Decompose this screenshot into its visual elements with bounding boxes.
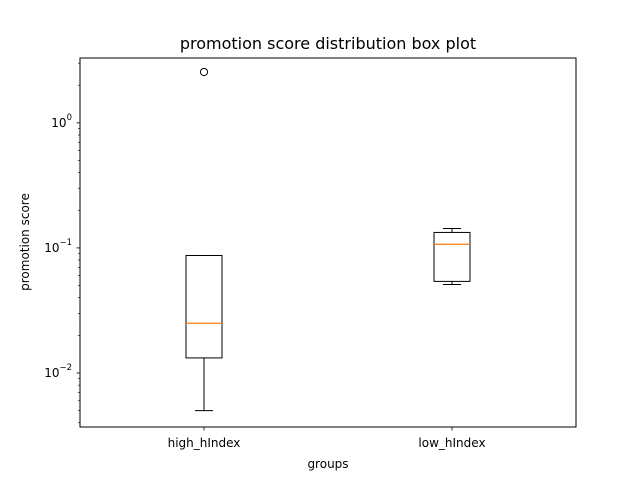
iqr-box	[433, 231, 471, 282]
box-high-hIndex	[185, 67, 223, 412]
y-tick-label: 10−1	[44, 238, 72, 255]
box-low-hIndex	[433, 227, 471, 285]
x-tick-label-high-hIndex: high_hIndex	[168, 436, 241, 450]
outlier-point	[199, 67, 209, 77]
x-axis-label: groups	[307, 457, 348, 471]
iqr-box	[185, 254, 223, 359]
plot-frame	[79, 57, 577, 428]
plot-area: 10−2 10−1 100 high_hIndex low_hIndex	[44, 62, 486, 450]
x-tick-label-low-hIndex: low_hIndex	[418, 436, 485, 450]
y-tick-label: 10−2	[44, 363, 72, 380]
y-tick-label: 100	[51, 113, 72, 130]
y-axis-label: promotion score	[18, 193, 32, 291]
chart-title: promotion score distribution box plot	[180, 34, 476, 53]
